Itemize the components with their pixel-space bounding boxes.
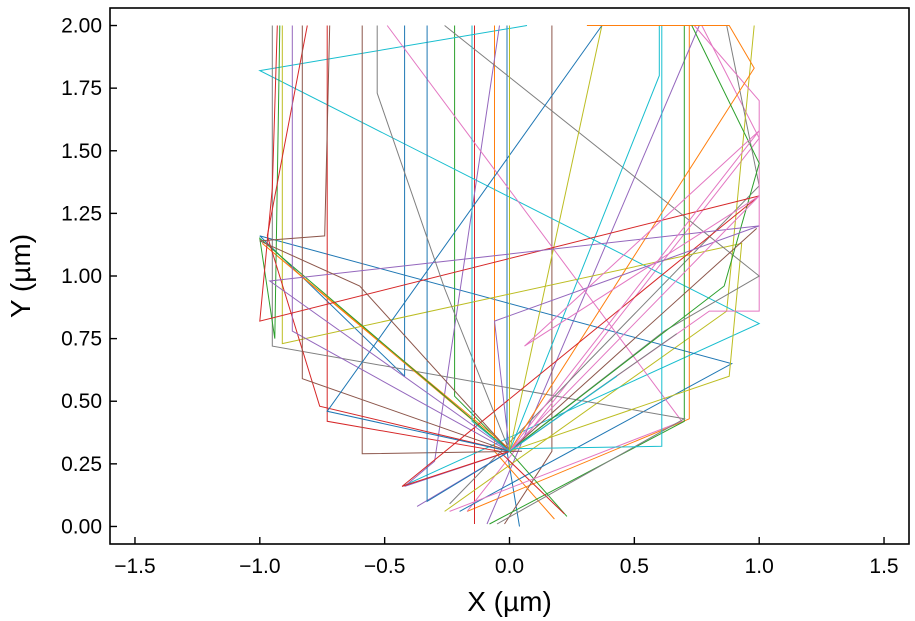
x-tick-label: 1.0 xyxy=(745,555,774,578)
series-line-39 xyxy=(471,25,618,452)
series-line-18 xyxy=(281,25,743,452)
series-line-15 xyxy=(361,25,523,455)
series-line-26 xyxy=(509,25,760,452)
y-tick-label: 1.50 xyxy=(61,140,102,163)
series-line-10 xyxy=(259,25,734,512)
series-line-28 xyxy=(509,25,603,452)
x-axis-ticks: −1.5 −1.0 −0.5 0.0 0.5 1.0 1.5 xyxy=(114,537,899,578)
series-line-13 xyxy=(326,25,565,515)
y-tick-label: 2.00 xyxy=(61,15,102,38)
series-line-5 xyxy=(504,25,553,525)
series-line-23 xyxy=(266,25,510,452)
series-line-4 xyxy=(486,25,700,525)
series-line-31 xyxy=(509,25,755,452)
x-tick-label: 1.5 xyxy=(869,555,898,578)
series-line-37 xyxy=(376,25,678,453)
series-line-20 xyxy=(426,25,510,503)
x-tick-label: 0.5 xyxy=(620,555,649,578)
series-line-19 xyxy=(509,25,663,450)
series-line-6 xyxy=(466,25,760,512)
series-line-32 xyxy=(509,25,760,452)
y-axis-ticks: 0.00 0.25 0.50 0.75 1.00 1.25 1.50 1.75 2.00 xyxy=(61,15,117,538)
x-tick-label: −1.5 xyxy=(114,555,155,578)
y-tick-label: 0.75 xyxy=(61,328,102,351)
series-line-2 xyxy=(454,25,568,517)
series-line-27 xyxy=(444,25,761,452)
y-tick-label: 0.50 xyxy=(61,390,102,413)
y-tick-label: 0.25 xyxy=(61,453,102,476)
y-tick-label: 0.00 xyxy=(61,515,102,538)
series-line-1 xyxy=(466,25,690,512)
y-tick-label: 1.75 xyxy=(61,77,102,100)
series-line-36 xyxy=(509,25,760,453)
x-tick-label: −0.5 xyxy=(364,555,405,578)
series-line-30 xyxy=(326,25,603,452)
series-line-34 xyxy=(268,25,760,453)
x-axis-label: X (µm) xyxy=(467,586,552,617)
series-traces xyxy=(258,25,761,527)
series-line-7 xyxy=(449,25,760,505)
series-line-25 xyxy=(301,25,510,452)
series-line-12 xyxy=(489,25,685,525)
x-tick-label: 0.0 xyxy=(495,555,524,578)
y-tick-label: 1.00 xyxy=(61,265,102,288)
series-line-24 xyxy=(291,25,510,452)
series-line-35 xyxy=(259,25,758,453)
y-axis-label: Y (µm) xyxy=(5,234,36,318)
series-line-16 xyxy=(386,25,683,512)
y-tick-label: 1.25 xyxy=(61,202,102,225)
series-line-29 xyxy=(509,25,660,452)
x-tick-label: −1.0 xyxy=(239,555,280,578)
